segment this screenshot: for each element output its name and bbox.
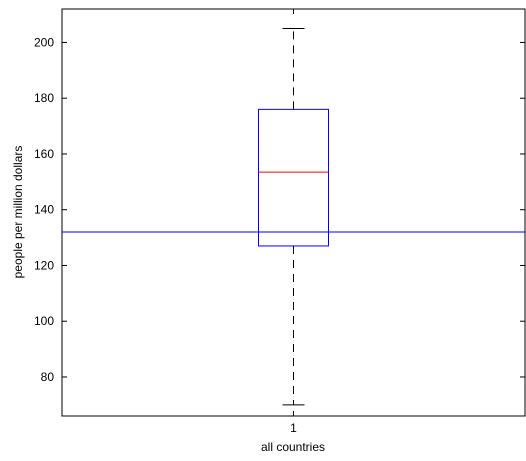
y-axis-label: people per million dollars	[11, 146, 25, 279]
interquartile-box	[258, 108, 329, 247]
plot-area	[61, 8, 526, 417]
x-axis-ticks: 1	[290, 9, 297, 435]
y-tick-label: 200	[34, 35, 54, 49]
x-tick-label: 1	[290, 421, 297, 435]
y-tick-label: 160	[34, 147, 54, 161]
x-axis-label: all countries	[261, 440, 325, 454]
y-tick-label: 80	[41, 370, 55, 384]
y-tick-label: 120	[34, 258, 54, 272]
y-tick-label: 100	[34, 314, 54, 328]
y-tick-label: 180	[34, 91, 54, 105]
box-series	[258, 28, 329, 406]
y-tick-label: 140	[34, 203, 54, 217]
y-axis-ticks: 80 100 120 140 160 180 200	[34, 35, 525, 384]
